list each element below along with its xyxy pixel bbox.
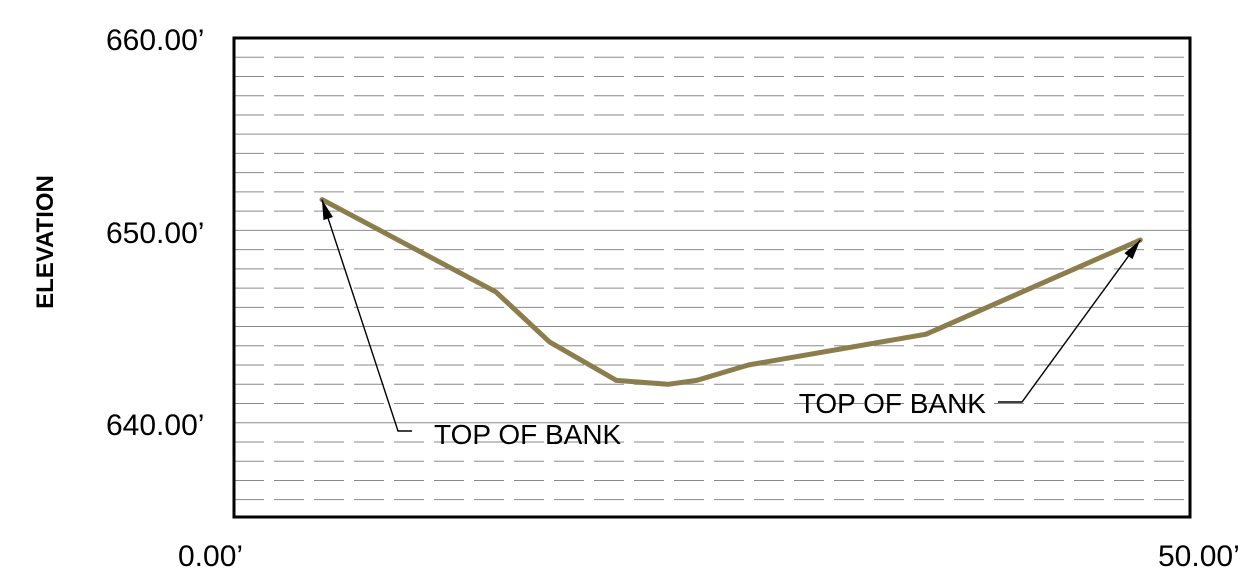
leader-line-1 [998, 239, 1141, 403]
leader-arrowhead-1 [1124, 239, 1141, 260]
x-tick-label-50: 50.00’ [1158, 540, 1240, 573]
series-layer [319, 197, 1143, 387]
leader-line-0 [321, 199, 412, 432]
x-tick-label-0: 0.00’ [178, 540, 243, 573]
series-line-0 [319, 197, 1143, 387]
y-tick-label-640: 640.00’ [106, 409, 204, 442]
y-axis-label: ELEVATION [32, 175, 59, 309]
plot-frame [232, 36, 1192, 519]
leader-arrowhead-0 [321, 199, 333, 221]
y-tick-label-650: 650.00’ [106, 217, 204, 250]
y-tick-label-660: 660.00’ [106, 24, 204, 57]
grid-lines [234, 56, 1190, 501]
annotation-label-1: TOP OF BANK [799, 388, 987, 419]
annotation-label-0: TOP OF BANK [434, 419, 622, 450]
annotation-layer: TOP OF BANK TOP OF BANK [321, 199, 1141, 450]
